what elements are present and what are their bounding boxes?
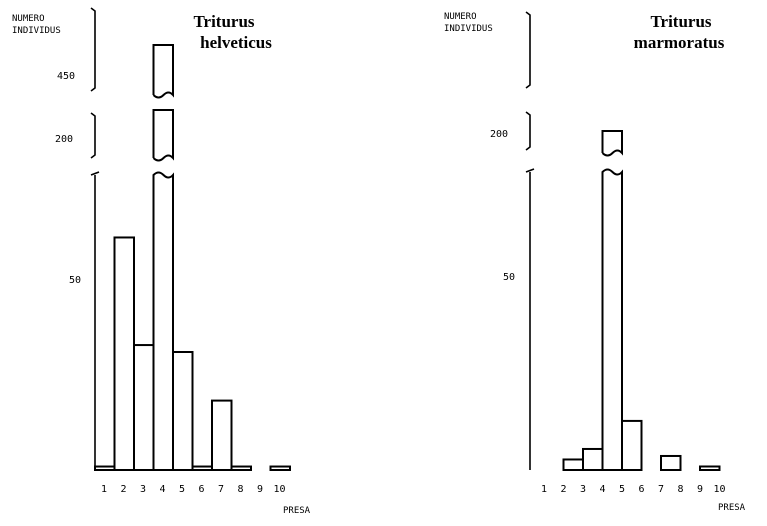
y-axis-break-segment [525,111,531,151]
bar-rect [582,447,604,471]
bar-8 [230,465,252,472]
x-tick-label: 10 [713,484,725,495]
chart-title-line-2: marmoratus [634,33,725,52]
bar-5 [621,419,643,471]
bar-3 [582,447,604,471]
axis-break-mark [525,168,535,173]
bar-4 [601,130,623,471]
y-axis [525,11,535,470]
bar-rect [621,419,643,471]
y-axis [90,7,100,470]
x-tick-label: 7 [658,484,664,495]
bar-body [152,171,174,471]
x-tick-label: 9 [697,484,703,495]
y-axis-break-segment [525,11,531,89]
bar-rect [94,465,116,472]
y-label-line-1: NUMERO [12,14,45,24]
x-tick-label: 5 [619,484,625,495]
bar-body [601,168,623,471]
y-label-line-1: NUMERO [444,12,477,22]
y-tick-label-200: 200 [55,134,73,145]
bar-1 [94,465,116,472]
x-tick-label: 1 [541,484,547,495]
y-axis-break-segment [90,7,96,92]
bar-4 [152,44,174,471]
y-tick-label-50: 50 [503,272,515,283]
bar-rect [230,465,252,472]
chart-title-line-1: Triturus [650,12,711,31]
bar-3 [133,344,155,472]
bar-rect [699,465,721,471]
bar-5 [172,351,194,471]
bar-rect [133,344,155,472]
y-label-line-2: INDIVIDUS [444,24,493,34]
x-tick-label: 2 [560,484,566,495]
chart-marmoratus: NUMERO INDIVIDUS Triturus marmoratus 200… [444,11,746,513]
bar-7 [660,454,682,471]
chart-title-line-2: helveticus [200,33,272,52]
x-tick-label: 10 [273,484,285,495]
x-tick-label: 3 [580,484,586,495]
bar-break-cap [152,109,174,162]
bar-rect [191,465,213,472]
y-axis-break-segment [90,112,96,159]
y-tick-label-450: 450 [57,71,75,82]
bar-break-cap [152,44,174,99]
bar-6 [191,465,213,472]
bar-7 [211,399,233,471]
x-tick-label: 6 [198,484,204,495]
bars [562,130,721,472]
x-tick-label: 8 [237,484,243,495]
chart-helveticus: NUMERO INDIVIDUS Triturus helveticus 450… [12,7,311,516]
bar-10 [269,465,291,472]
bar-rect [211,399,233,471]
x-tick-label: 5 [179,484,185,495]
bar-2 [113,236,135,471]
x-tick-label: 9 [257,484,263,495]
x-tick-labels: 1 2 3 4 5 6 7 8 9 10 [101,484,286,495]
y-tick-label-50: 50 [69,275,81,286]
x-tick-labels: 1 2 3 4 5 6 7 8 9 10 [541,484,726,495]
x-axis-label: PRESA [283,506,311,516]
x-axis-label: PRESA [718,503,746,513]
bar-break-cap [601,130,623,157]
x-tick-label: 4 [599,484,605,495]
x-tick-label: 3 [140,484,146,495]
x-tick-label: 1 [101,484,107,495]
bar-rect [172,351,194,471]
bars [94,44,291,472]
y-label-line-2: INDIVIDUS [12,26,61,36]
axis-break-mark [90,171,100,176]
x-tick-label: 8 [677,484,683,495]
bar-2 [562,458,584,472]
bar-rect [562,458,584,472]
x-tick-label: 6 [638,484,644,495]
x-tick-label: 7 [218,484,224,495]
bar-rect [269,465,291,472]
x-tick-label: 4 [159,484,165,495]
x-tick-label: 2 [120,484,126,495]
bar-9 [699,465,721,471]
chart-title-line-1: Triturus [193,12,254,31]
bar-rect [113,236,135,471]
bar-rect [660,454,682,471]
y-tick-label-200: 200 [490,129,508,140]
